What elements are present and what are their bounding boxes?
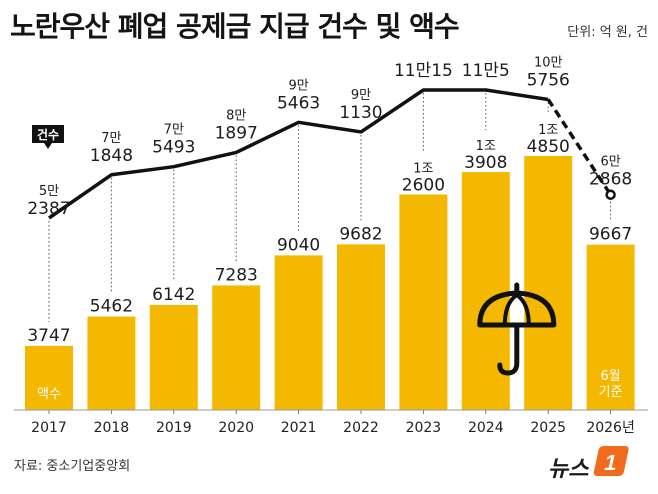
x-tick-label: 2018	[94, 420, 130, 436]
note-2026-line1: 6월	[600, 369, 620, 384]
bar-label-value: 6142	[152, 285, 195, 305]
bar-2020	[212, 285, 261, 410]
bar-series	[25, 156, 635, 410]
x-axis: 2017 2018 2019 2020 2021 2022 2023 2024 2025 2026…	[14, 409, 648, 436]
bar-2026년	[586, 244, 635, 410]
bar-2022	[337, 244, 385, 410]
bar-2017	[25, 345, 73, 410]
line-label-prefix: 5만	[39, 184, 59, 199]
x-tick-label: 2025	[530, 420, 566, 436]
line-label-value: 5463	[277, 93, 320, 113]
bar-label-value: 7283	[215, 265, 258, 285]
logo-text: 뉴스	[548, 457, 590, 482]
logo-mark-icon	[593, 446, 629, 476]
bar-2023	[399, 194, 448, 410]
bar-label-value: 9040	[277, 235, 320, 255]
bar-label-value: 3908	[464, 153, 507, 173]
bar-label-value: 5462	[90, 297, 133, 317]
bar-label-prefix: 1조	[476, 139, 496, 154]
x-tick-label: 2022	[343, 420, 379, 436]
line-label-value: 11만5	[462, 61, 510, 81]
line-label-prefix: 6만	[600, 155, 620, 170]
chart-title: 노란우산 폐업 공제금 지급 건수 및 액수	[10, 10, 459, 43]
note-2026-line2: 기준	[599, 385, 623, 400]
x-tick-label: 2021	[281, 420, 317, 436]
line-label-value: 5756	[527, 70, 570, 90]
line-label-prefix: 10만	[534, 55, 563, 70]
count-series-label: 건수	[37, 127, 59, 142]
x-tick-label: 2020	[218, 420, 254, 436]
source-note: 자료: 중소기업중앙회	[14, 459, 130, 474]
svg-text:1: 1	[602, 450, 619, 475]
bar-label-value: 3747	[27, 326, 70, 346]
line-label-prefix: 9만	[351, 88, 371, 103]
bar-2018	[87, 316, 136, 410]
x-tick-label: 2024	[468, 420, 504, 436]
line-label-value: 1130	[339, 103, 382, 123]
line-label-value: 5493	[152, 138, 195, 158]
bar-label-value: 4850	[527, 137, 570, 157]
amount-series-label: 액수	[37, 387, 61, 402]
bar-2025	[524, 156, 573, 410]
news1-logo: 뉴스 1	[548, 446, 629, 482]
bar-2019	[149, 304, 198, 410]
line-label-value: 2387	[27, 199, 70, 219]
x-tick-label: 2026년	[586, 420, 635, 436]
unit-note: 단위: 억 원, 건	[567, 25, 648, 40]
line-label-prefix: 8만	[226, 108, 246, 123]
bar-label-prefix: 1조	[538, 123, 558, 138]
x-tick-label: 2023	[406, 420, 442, 436]
count-callout-box	[32, 125, 64, 149]
line-series	[48, 88, 616, 220]
line-label-value: 1897	[215, 123, 258, 143]
line-label-prefix: 7만	[164, 123, 184, 138]
line-label-prefix: 9만	[288, 78, 308, 93]
count-line	[48, 88, 549, 220]
line-label-value: 2868	[589, 170, 632, 190]
x-tick-label: 2019	[156, 420, 192, 436]
count-line-projection	[546, 98, 613, 196]
bar-label-prefix: 1조	[413, 161, 433, 176]
bar-label-value: 9682	[339, 224, 382, 244]
bar-label-value: 2600	[402, 175, 445, 195]
umbrella-icon	[477, 282, 557, 376]
line-label-value: 11만15	[394, 61, 453, 81]
count-point-2026	[605, 189, 616, 200]
line-label-prefix: 7만	[101, 131, 121, 146]
bar-label-value: 9667	[589, 225, 632, 245]
line-label-value: 1848	[90, 146, 133, 166]
x-tick-label: 2017	[31, 420, 67, 436]
bar-2021	[274, 255, 323, 410]
guide-lines	[48, 93, 612, 322]
